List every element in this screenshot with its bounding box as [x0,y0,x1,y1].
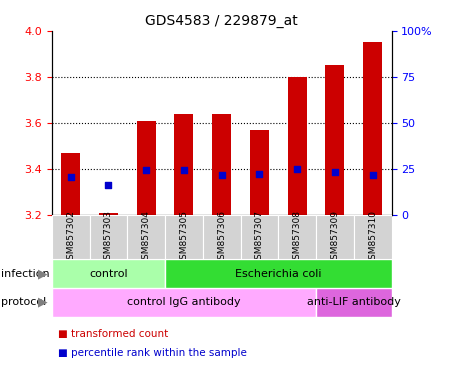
Text: GSM857304: GSM857304 [142,210,151,265]
Point [143,167,150,173]
Point [293,166,301,172]
Text: GSM857306: GSM857306 [217,210,226,265]
Bar [127,215,165,259]
Bar [354,215,392,259]
Text: Escherichia coli: Escherichia coli [235,268,321,279]
Text: ■ transformed count: ■ transformed count [58,329,169,339]
Bar [316,215,354,259]
Text: control: control [89,268,128,279]
Bar [212,114,231,215]
Bar [52,288,316,317]
Text: GSM857307: GSM857307 [255,210,264,265]
Text: GSM857303: GSM857303 [104,210,113,265]
Text: GSM857309: GSM857309 [330,210,339,265]
Bar [137,121,156,215]
Bar [165,215,203,259]
Bar [90,215,127,259]
Text: protocol: protocol [1,297,46,308]
Text: anti-LIF antibody: anti-LIF antibody [307,297,400,308]
Point [67,174,74,180]
Bar [52,259,165,288]
Point [256,170,263,177]
Text: control IgG antibody: control IgG antibody [127,297,241,308]
Text: GSM857310: GSM857310 [368,210,377,265]
Bar [52,215,90,259]
Point [105,182,112,188]
Bar [363,42,382,215]
Point [218,172,225,178]
Bar [203,215,240,259]
Point [369,172,376,178]
Bar [316,288,392,317]
Bar [288,77,306,215]
Point [180,167,188,173]
Bar [325,65,344,215]
Bar [99,213,118,215]
Title: GDS4583 / 229879_at: GDS4583 / 229879_at [145,14,298,28]
Bar [175,114,194,215]
Text: GSM857305: GSM857305 [180,210,189,265]
Text: ■ percentile rank within the sample: ■ percentile rank within the sample [58,348,248,358]
Point [331,169,338,175]
Bar [61,153,80,215]
Text: GSM857302: GSM857302 [66,210,75,265]
Text: ▶: ▶ [38,267,48,280]
Bar [250,130,269,215]
Bar [165,259,392,288]
Text: infection: infection [1,268,50,279]
Text: GSM857308: GSM857308 [292,210,302,265]
Text: ▶: ▶ [38,296,48,309]
Bar [240,215,278,259]
Bar [278,215,316,259]
